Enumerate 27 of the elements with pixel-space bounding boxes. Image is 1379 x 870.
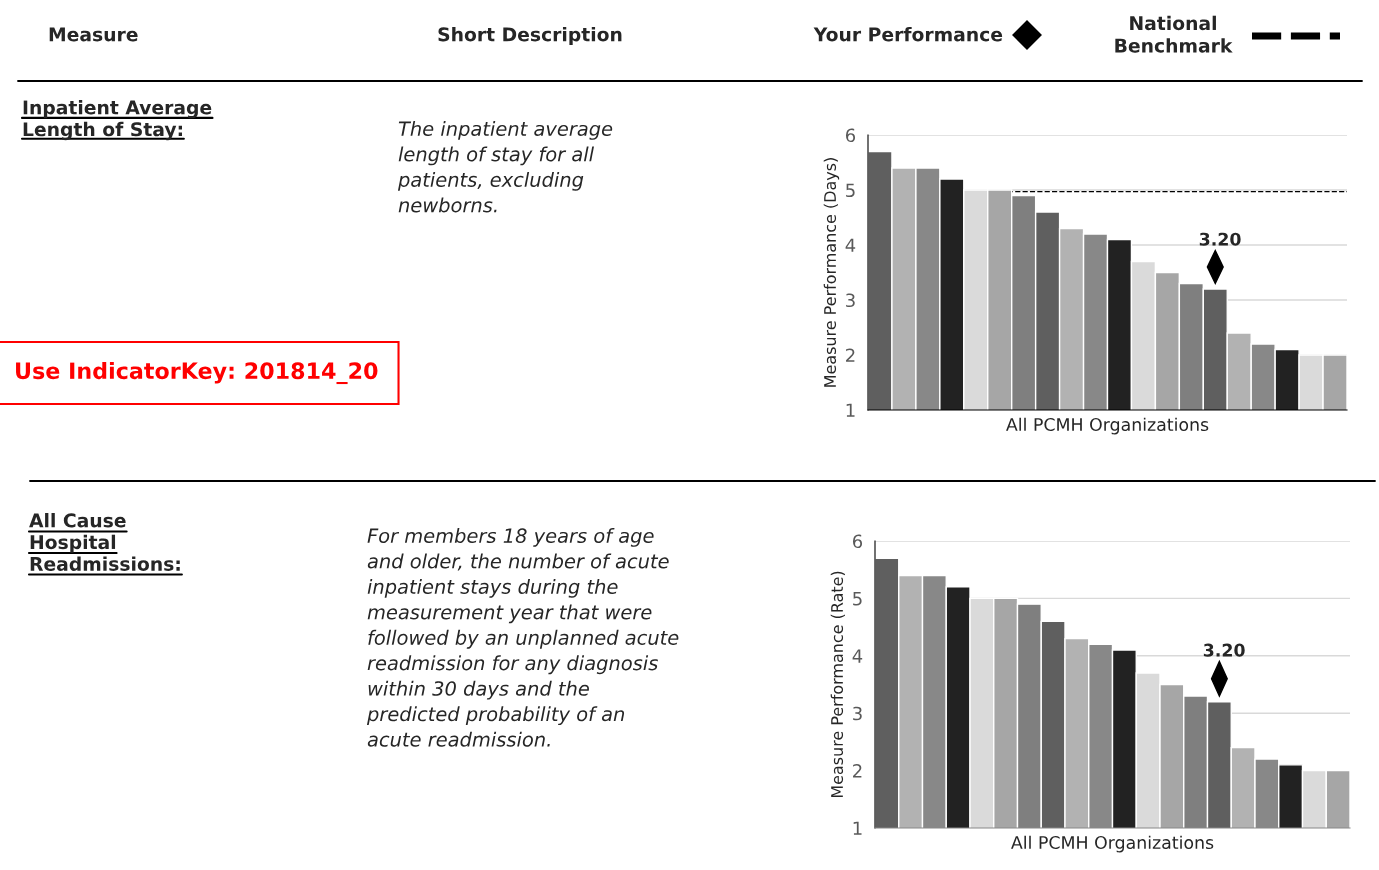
y-tick-label: 1	[853, 821, 862, 835]
y-tick-label: 2	[853, 764, 862, 778]
y-tick-label: 3	[853, 706, 862, 721]
y-tick-label: 6	[852, 534, 863, 549]
y-axis-title: Measure Performance (Rate)	[830, 571, 845, 798]
y-axis-title: Measure Performance (Days)	[823, 158, 840, 387]
y-tick-label: 4	[852, 649, 863, 663]
data-label: 3.20	[1199, 232, 1241, 246]
text: For members 18 years of age and older, the number of acute inpatient stays during the measurement year that were followed by an unplanned acute readmission for any diagnosis within 30 days and the predicted probability of an acute readmission.	[366, 528, 679, 747]
y-tick-label: 2	[846, 348, 855, 362]
text: Your Performance	[813, 26, 1003, 42]
y-tick-label: 3	[846, 293, 855, 308]
y-tick-label: 5	[853, 592, 862, 606]
x-axis-title: All PCMH Organizations	[1006, 417, 1209, 435]
y-tick-label: 4	[845, 238, 856, 252]
text: Inpatient Average Length of Stay:	[23, 100, 212, 141]
y-tick-label: 5	[846, 183, 855, 198]
y-tick-label: 6	[845, 128, 856, 143]
text: Short Description	[438, 26, 622, 46]
text: Use IndicatorKey: 201814_20	[16, 361, 378, 385]
x-axis-title: All PCMH Organizations	[1011, 835, 1214, 853]
text: National Benchmark	[1115, 15, 1233, 53]
text: Measure	[49, 27, 138, 42]
text: The inpatient average length of stay for all patients, excluding newborns.	[397, 121, 613, 213]
text: All Cause Hospital Readmissions:	[29, 513, 180, 571]
data-label: 3.20	[1203, 643, 1245, 657]
y-tick-label: 1	[846, 403, 855, 417]
